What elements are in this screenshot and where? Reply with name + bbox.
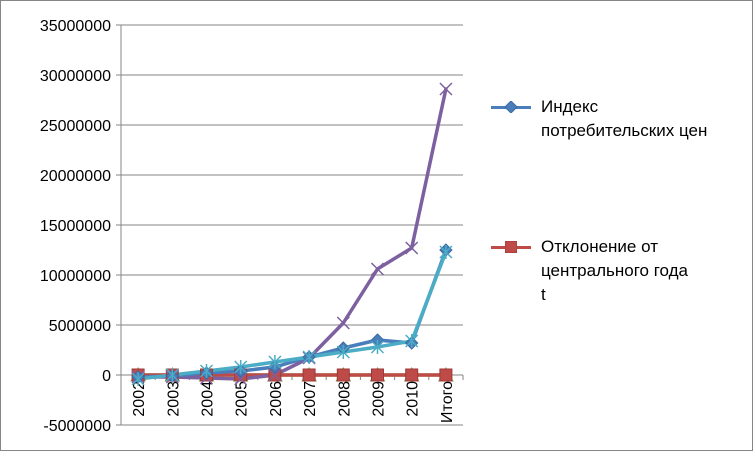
y-tick-label: 20000000 [40,168,111,185]
x-tick-label: 2006 [268,381,285,417]
x-tick-label: 2008 [336,381,353,417]
data-point-marker [131,372,145,386]
y-tick-label: 15000000 [40,218,111,235]
x-tick-label: 2004 [200,381,217,417]
series-line [136,250,448,381]
legend-label-line: потребительских цен [541,121,708,140]
x-tick-labels: 2002 2003 2004 2005 2006 2007 2008 2009 2010 Итог… [131,381,456,423]
data-point-marker [268,368,282,382]
y-tick-label: 35000000 [40,18,111,35]
y-tick-labels: 35000000 30000000 25000000 20000000 15000000… [40,18,111,435]
data-point-marker [405,334,419,348]
x-marker-stroke [405,241,419,255]
data-point-marker [370,340,385,354]
data-point-marker [405,241,419,255]
data-point-marker [439,245,453,259]
data-point-marker [370,262,385,276]
data-point-marker [405,368,419,382]
diamond-marker-icon [505,101,517,113]
y-tick-label: 10000000 [40,268,111,285]
x-tick-label: 2007 [302,381,319,417]
series-markers [130,82,454,386]
grid-lines [121,24,463,426]
y-tick-label: 5000000 [49,318,111,335]
data-point-marker [268,355,282,369]
x-marker-stroke [370,262,385,276]
series-line [136,87,448,381]
legend-label-line: t [541,285,546,304]
legend-label-line: центрального года [541,261,688,280]
legend-label-deviation: Отклонение от центрального года t [541,235,741,307]
square-marker-icon [505,241,517,253]
data-point-marker [234,360,248,374]
x-tick-label: 2002 [131,381,148,417]
y-tick-label: -5000000 [43,418,111,435]
y-tick-label: 30000000 [40,68,111,85]
y-tick-label: 0 [102,368,111,385]
data-point-marker [302,350,316,364]
x-marker-stroke [268,368,282,382]
x-tick-label: 2003 [165,381,182,417]
x-tick-label: Итого [439,381,456,423]
legend-label-line: Отклонение от [541,237,658,256]
legend-label-line: Индекс [541,97,599,116]
x-marker-stroke [336,316,350,330]
y-tick-label: 25000000 [40,118,111,135]
x-tick-label: 2009 [371,381,388,417]
series-lines [136,87,448,381]
data-point-marker [199,364,214,378]
data-point-marker [336,368,350,382]
x-tick-label: 2010 [405,381,422,417]
data-point-marker [371,368,384,382]
x-marker-stroke [439,82,453,96]
data-point-marker [234,372,248,386]
data-point-marker [336,316,350,330]
x-marker-stroke [234,372,248,386]
x-tick-label: 2005 [234,381,251,417]
data-point-marker [302,368,316,382]
data-point-marker [336,345,350,359]
data-point-marker [439,368,453,382]
data-point-marker [439,82,453,96]
legend-label-cpi: Индекс потребительских цен [541,95,741,143]
data-point-marker [165,368,179,382]
